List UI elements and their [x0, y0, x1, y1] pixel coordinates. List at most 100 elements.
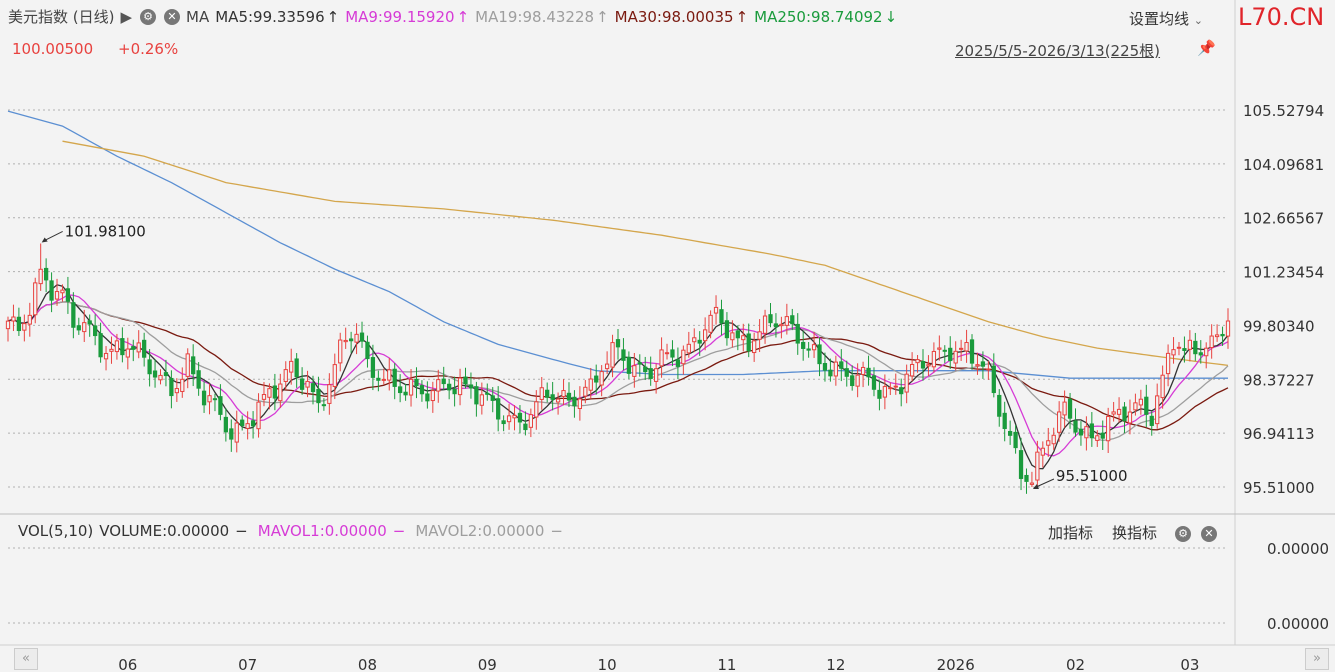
- candle: [1067, 392, 1073, 429]
- candle: [441, 366, 446, 390]
- x-tick-label: 06: [118, 656, 137, 672]
- candle: [201, 381, 207, 413]
- candle-body: [223, 416, 228, 433]
- instrument-title[interactable]: 美元指数 (日线): [8, 8, 115, 26]
- candle: [855, 363, 860, 398]
- candle-body: [381, 378, 386, 381]
- play-icon[interactable]: ▶: [120, 7, 133, 26]
- candle: [1187, 330, 1193, 362]
- candle-body: [501, 420, 506, 425]
- scroll-right-button[interactable]: »: [1305, 648, 1329, 670]
- candle-body: [234, 422, 239, 443]
- candle: [310, 375, 316, 405]
- candle: [267, 383, 272, 410]
- candle: [381, 368, 386, 385]
- candle: [752, 332, 757, 362]
- candle-body: [621, 349, 626, 361]
- candle: [893, 373, 898, 395]
- ma30-up-arrow: ↑: [735, 7, 749, 26]
- last-price: 100.00500: [12, 40, 94, 58]
- candle: [212, 393, 218, 412]
- candle-body: [752, 340, 757, 354]
- switch-indicator-button[interactable]: 换指标: [1112, 524, 1158, 542]
- close-icon[interactable]: ✕: [164, 8, 181, 25]
- candle-body: [653, 368, 659, 382]
- candle-body: [572, 396, 577, 407]
- candle-body: [675, 359, 681, 367]
- candle-body: [1062, 401, 1067, 416]
- candle-body: [512, 414, 517, 419]
- candle: [60, 284, 65, 302]
- candle: [948, 336, 953, 369]
- candle-body: [991, 365, 996, 394]
- candle-body: [855, 374, 860, 387]
- candle: [1095, 430, 1100, 447]
- candle-body: [103, 352, 109, 360]
- candle-body: [1182, 348, 1187, 351]
- volume-value: VOLUME:0.00000: [99, 522, 230, 540]
- candle: [773, 313, 779, 338]
- candle-body: [860, 366, 866, 375]
- candle: [1204, 342, 1209, 369]
- candle-body: [920, 360, 926, 369]
- candle: [811, 331, 817, 358]
- scroll-left-button[interactable]: «: [14, 648, 38, 670]
- candle-body: [692, 337, 697, 343]
- date-range[interactable]: 2025/5/5-2026/3/13(225根): [955, 42, 1161, 60]
- candle-body: [120, 338, 125, 356]
- candle: [795, 313, 800, 355]
- candle: [866, 355, 871, 386]
- candle-body: [54, 291, 60, 300]
- pin-icon[interactable]: 📌: [1197, 39, 1216, 57]
- candle: [1046, 427, 1051, 457]
- add-indicator-button[interactable]: 加指标: [1048, 524, 1094, 542]
- candle-body: [1106, 416, 1111, 442]
- candle: [997, 389, 1002, 427]
- candle-body: [997, 394, 1002, 417]
- chevron-down-icon: ⌄: [1193, 14, 1204, 27]
- candle-body: [1073, 420, 1078, 433]
- candle: [142, 332, 147, 367]
- candle-body: [784, 316, 789, 326]
- x-tick-label: 02: [1066, 656, 1085, 672]
- candle-body: [229, 428, 234, 440]
- candle: [98, 322, 103, 363]
- mavol2-dash: −: [550, 522, 563, 540]
- candle-body: [457, 377, 463, 396]
- gear-icon[interactable]: ⚙: [140, 8, 157, 25]
- ma-label: MA: [186, 7, 210, 26]
- candle: [289, 348, 294, 385]
- candle: [686, 331, 691, 358]
- candle-body: [969, 339, 975, 364]
- candle-body: [272, 385, 278, 399]
- candle-body: [1067, 398, 1073, 419]
- candle: [708, 310, 713, 339]
- candle-body: [768, 314, 773, 324]
- candle-body: [517, 412, 523, 423]
- candle: [1138, 389, 1143, 415]
- ma19-value: MA19:98.43228: [475, 7, 595, 26]
- volume-close-icon[interactable]: ✕: [1199, 522, 1219, 542]
- candle-body: [1149, 415, 1154, 426]
- candle-body: [338, 339, 343, 364]
- candle-body: [447, 383, 452, 391]
- candle-body: [1225, 320, 1231, 337]
- x-tick-label: 08: [358, 656, 377, 672]
- candle-body: [1040, 447, 1045, 456]
- candle-body: [893, 385, 898, 388]
- candle: [621, 338, 626, 371]
- candle-body: [60, 289, 65, 294]
- candle: [180, 367, 185, 398]
- brand-logo: L70.CN: [1238, 3, 1325, 31]
- candle: [1198, 340, 1203, 364]
- candle-body: [637, 362, 642, 365]
- candle: [463, 367, 468, 389]
- candle: [223, 408, 228, 442]
- candle-body: [833, 361, 838, 377]
- candle: [54, 278, 60, 306]
- settings-ma-button[interactable]: 设置均线 ⌄: [1129, 8, 1203, 29]
- volume-settings-icon[interactable]: ⚙: [1173, 522, 1193, 542]
- ma5-up-arrow: ↑: [326, 7, 340, 26]
- candle-body: [643, 366, 648, 373]
